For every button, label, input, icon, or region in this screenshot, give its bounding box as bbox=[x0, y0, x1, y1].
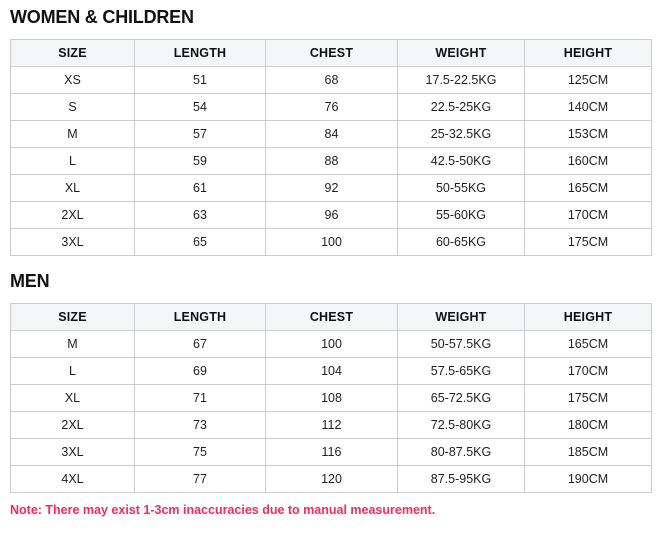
column-header-height: HEIGHT bbox=[524, 39, 652, 67]
table-cell: 140CM bbox=[524, 93, 652, 121]
table-cell: 60-65KG bbox=[397, 228, 525, 256]
table-cell: 185CM bbox=[524, 438, 652, 466]
column-header-chest: CHEST bbox=[265, 303, 398, 331]
table-cell: 76 bbox=[265, 93, 398, 121]
table-cell: 77 bbox=[134, 465, 266, 493]
measurement-note: Note: There may exist 1-3cm inaccuracies… bbox=[10, 503, 436, 517]
table-cell: 87.5-95KG bbox=[397, 465, 525, 493]
table-cell: 125CM bbox=[524, 66, 652, 94]
table-row: L 69 104 57.5-65KG 170CM bbox=[10, 357, 652, 385]
table-cell: S bbox=[10, 93, 135, 121]
column-header-weight: WEIGHT bbox=[397, 39, 525, 67]
table-cell: 63 bbox=[134, 201, 266, 229]
table-row: M 67 100 50-57.5KG 165CM bbox=[10, 330, 652, 358]
table-cell: XL bbox=[10, 384, 135, 412]
column-header-chest: CHEST bbox=[265, 39, 398, 67]
table-cell: 2XL bbox=[10, 411, 135, 439]
table-cell: 57.5-65KG bbox=[397, 357, 525, 385]
table-cell: 73 bbox=[134, 411, 266, 439]
table-row: XL 71 108 65-72.5KG 175CM bbox=[10, 384, 652, 412]
table-cell: 84 bbox=[265, 120, 398, 148]
table-cell: XS bbox=[10, 66, 135, 94]
table-cell: 160CM bbox=[524, 147, 652, 175]
table-cell: 61 bbox=[134, 174, 266, 202]
column-header-weight: WEIGHT bbox=[397, 303, 525, 331]
table-cell: 3XL bbox=[10, 228, 135, 256]
header-row: SIZE LENGTH CHEST WEIGHT HEIGHT bbox=[10, 303, 652, 331]
table-cell: 170CM bbox=[524, 357, 652, 385]
table-cell: 100 bbox=[265, 228, 398, 256]
table-cell: 175CM bbox=[524, 384, 652, 412]
women-children-section: WOMEN & CHILDREN SIZE LENGTH CHEST WEIGHT HE… bbox=[0, 0, 660, 256]
table-cell: M bbox=[10, 120, 135, 148]
table-cell: XL bbox=[10, 174, 135, 202]
table-cell: 120 bbox=[265, 465, 398, 493]
table-cell: 80-87.5KG bbox=[397, 438, 525, 466]
column-header-size: SIZE bbox=[10, 39, 135, 67]
table-cell: 170CM bbox=[524, 201, 652, 229]
table-cell: 50-57.5KG bbox=[397, 330, 525, 358]
table-cell: 3XL bbox=[10, 438, 135, 466]
table-cell: 116 bbox=[265, 438, 398, 466]
table-cell: 71 bbox=[134, 384, 266, 412]
table-cell: 92 bbox=[265, 174, 398, 202]
table-cell: 153CM bbox=[524, 120, 652, 148]
size-table-women-children: SIZE LENGTH CHEST WEIGHT HEIGHT XS 51 68 17.5-2… bbox=[10, 39, 652, 256]
men-section: MEN SIZE LENGTH CHEST WEIGHT HEIGHT M 67 100 50… bbox=[0, 256, 660, 493]
table-cell: 51 bbox=[134, 66, 266, 94]
table-cell: 25-32.5KG bbox=[397, 120, 525, 148]
table-cell: 100 bbox=[265, 330, 398, 358]
table-cell: 72.5-80KG bbox=[397, 411, 525, 439]
table-cell: 65 bbox=[134, 228, 266, 256]
table-cell: 175CM bbox=[524, 228, 652, 256]
table-row: 3XL 65 100 60-65KG 175CM bbox=[10, 228, 652, 256]
section-title-men: MEN bbox=[10, 271, 50, 291]
table-cell: 2XL bbox=[10, 201, 135, 229]
table-cell: 96 bbox=[265, 201, 398, 229]
table-cell: 55-60KG bbox=[397, 201, 525, 229]
table-cell: 104 bbox=[265, 357, 398, 385]
table-cell: 50-55KG bbox=[397, 174, 525, 202]
table-cell: M bbox=[10, 330, 135, 358]
table-cell: 59 bbox=[134, 147, 266, 175]
table-cell: 165CM bbox=[524, 174, 652, 202]
table-row: 2XL 73 112 72.5-80KG 180CM bbox=[10, 411, 652, 439]
table-cell: 108 bbox=[265, 384, 398, 412]
table-cell: 67 bbox=[134, 330, 266, 358]
table-row: XS 51 68 17.5-22.5KG 125CM bbox=[10, 66, 652, 94]
table-cell: 75 bbox=[134, 438, 266, 466]
table-cell: 190CM bbox=[524, 465, 652, 493]
header-row: SIZE LENGTH CHEST WEIGHT HEIGHT bbox=[10, 39, 652, 67]
table-row: S 54 76 22.5-25KG 140CM bbox=[10, 93, 652, 121]
table-row: XL 61 92 50-55KG 165CM bbox=[10, 174, 652, 202]
section-title-women-children: WOMEN & CHILDREN bbox=[10, 7, 194, 27]
table-row: M 57 84 25-32.5KG 153CM bbox=[10, 120, 652, 148]
table-cell: 57 bbox=[134, 120, 266, 148]
table-row: 4XL 77 120 87.5-95KG 190CM bbox=[10, 465, 652, 493]
column-header-length: LENGTH bbox=[134, 303, 266, 331]
table-cell: 17.5-22.5KG bbox=[397, 66, 525, 94]
table-cell: 4XL bbox=[10, 465, 135, 493]
table-cell: 42.5-50KG bbox=[397, 147, 525, 175]
table-row: 2XL 63 96 55-60KG 170CM bbox=[10, 201, 652, 229]
table-cell: 69 bbox=[134, 357, 266, 385]
column-header-size: SIZE bbox=[10, 303, 135, 331]
table-row: L 59 88 42.5-50KG 160CM bbox=[10, 147, 652, 175]
table-cell: 54 bbox=[134, 93, 266, 121]
table-cell: 68 bbox=[265, 66, 398, 94]
column-header-length: LENGTH bbox=[134, 39, 266, 67]
table-row: 3XL 75 116 80-87.5KG 185CM bbox=[10, 438, 652, 466]
table-cell: 88 bbox=[265, 147, 398, 175]
column-header-height: HEIGHT bbox=[524, 303, 652, 331]
table-cell: L bbox=[10, 147, 135, 175]
table-cell: 22.5-25KG bbox=[397, 93, 525, 121]
table-cell: 165CM bbox=[524, 330, 652, 358]
table-cell: 180CM bbox=[524, 411, 652, 439]
size-table-men: SIZE LENGTH CHEST WEIGHT HEIGHT M 67 100 50-57.… bbox=[10, 303, 652, 493]
table-cell: L bbox=[10, 357, 135, 385]
table-cell: 65-72.5KG bbox=[397, 384, 525, 412]
table-cell: 112 bbox=[265, 411, 398, 439]
